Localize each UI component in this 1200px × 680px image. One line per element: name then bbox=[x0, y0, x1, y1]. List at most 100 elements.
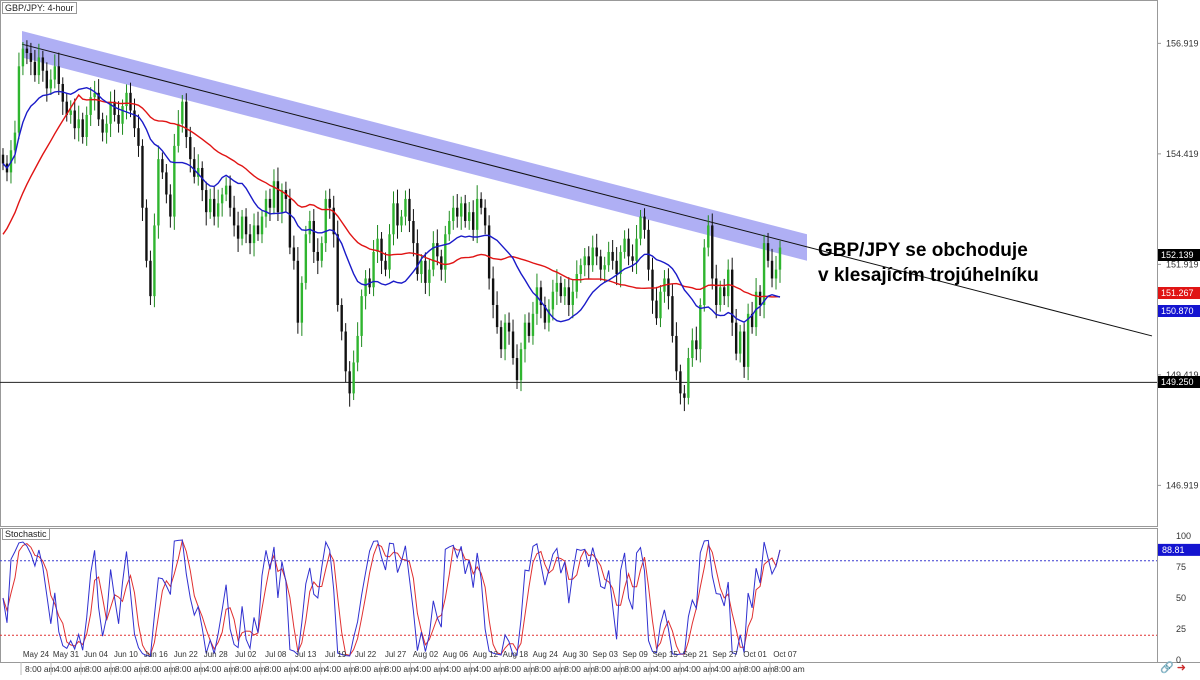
candle-body bbox=[189, 137, 192, 160]
x-time-label: 8:00 am bbox=[534, 664, 565, 674]
candle-body bbox=[647, 229, 650, 270]
candle-body bbox=[615, 260, 618, 275]
candle-body bbox=[563, 287, 567, 297]
candle-body bbox=[236, 225, 240, 239]
price-tag: 149.250 bbox=[1158, 376, 1200, 389]
x-date-label: Jun 22 bbox=[174, 650, 199, 659]
candle-body bbox=[456, 207, 459, 217]
x-date-label: Jul 19 bbox=[325, 650, 347, 659]
candle-body bbox=[300, 282, 304, 323]
x-date-label: Aug 12 bbox=[473, 650, 499, 659]
candle-body bbox=[252, 225, 256, 244]
y-tick-label: 156.919 bbox=[1166, 38, 1199, 48]
candle-body bbox=[276, 181, 280, 213]
candle-body bbox=[117, 114, 120, 124]
candle-body bbox=[145, 207, 148, 261]
candle-body bbox=[479, 198, 483, 208]
candle-body bbox=[734, 322, 738, 354]
candle-body bbox=[248, 234, 252, 244]
candle-body bbox=[416, 243, 419, 275]
candle-body bbox=[719, 287, 722, 305]
candle-body bbox=[515, 358, 519, 381]
candle-body bbox=[73, 110, 76, 129]
stochastic-value-tag bbox=[1158, 543, 1200, 556]
candle-body bbox=[161, 159, 164, 173]
stochastic-tick-label: 0 bbox=[1176, 655, 1181, 665]
candle-body bbox=[308, 221, 312, 235]
candle-body bbox=[691, 340, 694, 359]
candle-body bbox=[420, 260, 423, 275]
candle-body bbox=[448, 221, 451, 235]
candle-body bbox=[288, 198, 292, 248]
y-tick-label: 151.919 bbox=[1166, 259, 1199, 269]
candle-body bbox=[683, 393, 686, 398]
x-date-label: Sep 27 bbox=[712, 650, 738, 659]
candle-body bbox=[272, 181, 276, 208]
candle-body bbox=[436, 243, 439, 257]
candle-body bbox=[77, 119, 80, 129]
candle-body bbox=[296, 260, 300, 323]
x-date-label: Oct 07 bbox=[773, 650, 797, 659]
candle-body bbox=[45, 70, 49, 89]
candle-body bbox=[328, 198, 331, 208]
candle-body bbox=[635, 238, 638, 261]
candle-body bbox=[113, 101, 116, 115]
stochastic-tick-label: 25 bbox=[1176, 624, 1186, 634]
candle-body bbox=[444, 234, 447, 270]
arrow-right-icon[interactable]: ➜ bbox=[1176, 662, 1186, 674]
candle-body bbox=[324, 198, 327, 244]
candle-body bbox=[65, 101, 68, 115]
x-date-label: Aug 18 bbox=[503, 650, 529, 659]
candle-body bbox=[559, 282, 563, 297]
stochastic-k-line bbox=[2, 539, 781, 657]
candle-body bbox=[591, 247, 594, 266]
candle-body bbox=[452, 207, 455, 222]
candle-body bbox=[655, 300, 658, 319]
candle-body bbox=[527, 322, 531, 336]
chart-annotation: GBP/JPY se obchoduje v klesajícím trojúh… bbox=[818, 238, 1039, 288]
annotation-line-2: v klesajícím trojúhelníku bbox=[818, 265, 1039, 286]
candle-body bbox=[679, 371, 682, 394]
candle-body bbox=[567, 287, 571, 305]
chart-title: GBP/JPY: 4-hour bbox=[2, 2, 77, 14]
x-time-label: 4:00 am bbox=[55, 664, 86, 674]
candle-body bbox=[511, 331, 515, 359]
candle-body bbox=[408, 198, 411, 222]
candle-body bbox=[671, 296, 674, 336]
candle-body bbox=[595, 247, 598, 257]
candle-body bbox=[483, 207, 487, 226]
x-time-label: 4:00 am bbox=[325, 664, 356, 674]
x-time-label: 8:00 am bbox=[265, 664, 296, 674]
candle-body bbox=[97, 92, 100, 120]
candle-body bbox=[69, 110, 72, 115]
candle-body bbox=[475, 198, 479, 230]
candle-body bbox=[240, 216, 244, 239]
candle-body bbox=[37, 57, 41, 76]
x-time-label: 4:00 am bbox=[474, 664, 505, 674]
candle-body bbox=[137, 128, 140, 146]
candle-body bbox=[356, 335, 359, 363]
chart-corner-icons[interactable]: 🔗 ➜ bbox=[1160, 661, 1186, 674]
candle-body bbox=[212, 198, 216, 217]
x-date-label: Sep 21 bbox=[682, 650, 708, 659]
candle-body bbox=[340, 304, 343, 332]
candle-body bbox=[396, 203, 399, 226]
candle-body bbox=[742, 331, 746, 367]
x-time-label: 8:00 am bbox=[235, 664, 266, 674]
candle-body bbox=[762, 243, 766, 305]
x-time-label: 8:00 am bbox=[385, 664, 416, 674]
candle-body bbox=[603, 265, 606, 270]
candle-body bbox=[304, 234, 308, 283]
candle-body bbox=[715, 278, 718, 305]
x-time-label: 8:00 am bbox=[564, 664, 595, 674]
candle-body bbox=[364, 278, 367, 297]
link-icon[interactable]: 🔗 bbox=[1160, 662, 1174, 674]
x-date-label: Jul 27 bbox=[385, 650, 407, 659]
candle-body bbox=[746, 313, 750, 367]
x-time-label: 8:00 am bbox=[145, 664, 176, 674]
candle-body bbox=[153, 225, 156, 297]
candle-body bbox=[619, 251, 622, 275]
candle-body bbox=[13, 132, 17, 151]
